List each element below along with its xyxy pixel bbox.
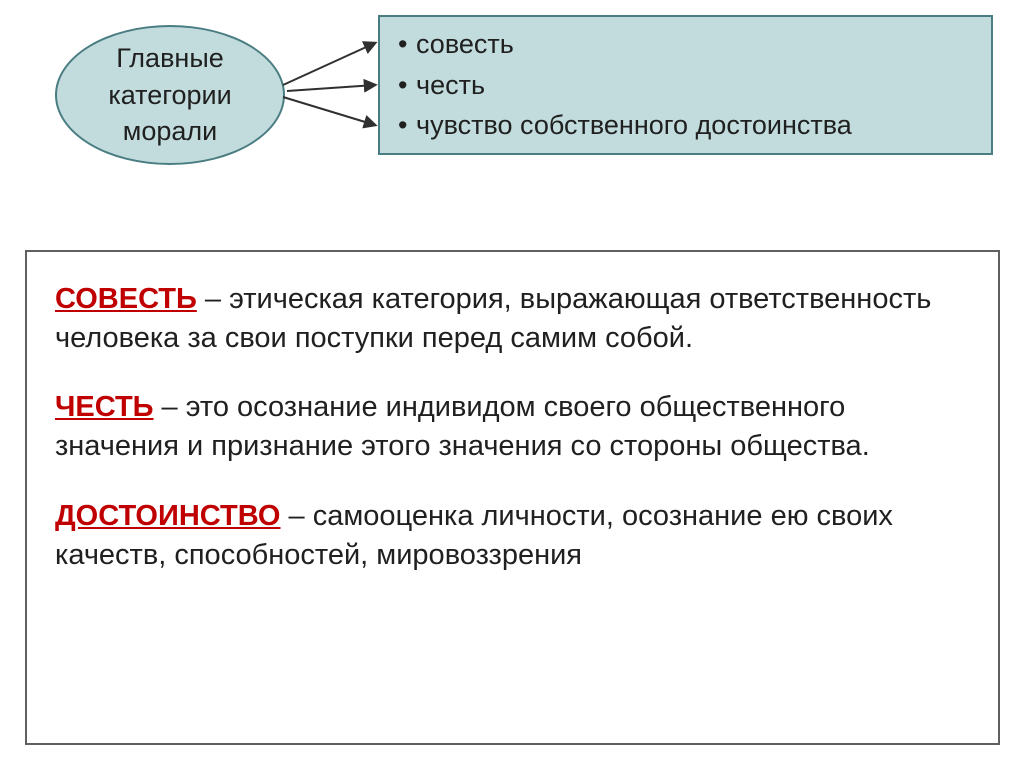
ellipse-label: Главные категории морали bbox=[108, 40, 231, 149]
bullet-icon: • bbox=[398, 24, 416, 65]
definitions-box: СОВЕСТЬ – этическая категория, выражающа… bbox=[25, 250, 1000, 745]
definition-term: ЧЕСТЬ bbox=[55, 391, 154, 423]
ellipse-node: Главные категории морали bbox=[55, 25, 285, 165]
category-item: •совесть bbox=[398, 24, 973, 65]
category-item: •чувство собственного достоинства bbox=[398, 105, 973, 146]
bullet-icon: • bbox=[398, 105, 416, 146]
definition-body: – это осознание индивидом своего обществ… bbox=[55, 391, 870, 462]
arrows-svg bbox=[275, 33, 385, 153]
category-item: •честь bbox=[398, 65, 973, 106]
category-label: совесть bbox=[416, 24, 973, 65]
bullet-icon: • bbox=[398, 65, 416, 106]
arrow-line bbox=[283, 97, 375, 125]
definition-paragraph: СОВЕСТЬ – этическая категория, выражающа… bbox=[55, 280, 970, 358]
top-diagram: Главные категории морали •совесть•честь•… bbox=[0, 15, 1024, 205]
arrow-line bbox=[283, 43, 375, 85]
category-label: чувство собственного достоинства bbox=[416, 105, 973, 146]
definition-term: ДОСТОИНСТВО bbox=[55, 500, 281, 532]
arrow-line bbox=[287, 85, 375, 91]
categories-list-box: •совесть•честь•чувство собственного дост… bbox=[378, 15, 993, 155]
definition-paragraph: ЧЕСТЬ – это осознание индивидом своего о… bbox=[55, 388, 970, 466]
definition-paragraph: ДОСТОИНСТВО – самооценка личности, осозн… bbox=[55, 497, 970, 575]
definition-term: СОВЕСТЬ bbox=[55, 283, 197, 315]
category-label: честь bbox=[416, 65, 973, 106]
